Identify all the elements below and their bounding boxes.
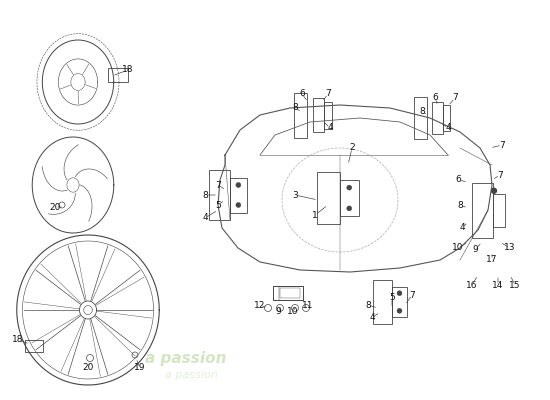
Text: 9: 9 [472,246,478,254]
Text: 18: 18 [12,336,24,344]
Text: 20: 20 [50,202,60,212]
Bar [108,68,128,82]
Circle shape [397,291,402,296]
Text: a passion: a passion [165,370,218,380]
Text: 4: 4 [445,124,451,132]
Text: 8: 8 [457,200,463,210]
Text: 1: 1 [312,210,318,220]
Text: 19: 19 [134,364,146,372]
Text: 4: 4 [459,224,465,232]
Text: 2: 2 [349,144,355,152]
Text: 7: 7 [325,90,331,98]
Text: 7: 7 [499,140,505,150]
Text: 4: 4 [369,314,375,322]
Circle shape [346,185,352,190]
Text: 4: 4 [202,214,208,222]
Text: 5: 5 [215,200,221,210]
Text: 4: 4 [327,124,333,132]
Circle shape [236,202,241,208]
Text: 16: 16 [466,280,478,290]
Circle shape [492,188,497,193]
Circle shape [346,206,352,211]
Text: a passion: a passion [145,350,227,366]
Text: 8: 8 [419,108,425,116]
Text: 15: 15 [509,280,521,290]
Text: 3: 3 [292,190,298,200]
Bar [493,194,504,226]
Text: 7: 7 [409,290,415,300]
Text: 13: 13 [504,244,516,252]
Text: 8: 8 [202,190,208,200]
Circle shape [397,308,402,313]
Text: 18: 18 [122,66,134,74]
Bar [25,340,43,352]
Text: 20: 20 [82,364,94,372]
Text: 5: 5 [389,294,395,302]
Text: 10: 10 [452,244,464,252]
Text: 6: 6 [432,94,438,102]
Text: 10: 10 [287,308,299,316]
Text: 14: 14 [492,280,504,290]
Bar [313,98,324,132]
Bar [324,102,332,128]
Bar [443,105,450,130]
Text: 6: 6 [299,90,305,98]
Text: 8: 8 [292,104,298,112]
Bar [432,102,443,134]
Text: 8: 8 [365,300,371,310]
Bar [414,97,427,139]
Text: 11: 11 [302,300,313,310]
Bar [273,286,303,300]
Bar [472,182,493,238]
Bar [373,280,392,324]
Bar [280,288,300,298]
Bar [209,170,230,220]
Bar [340,180,359,216]
Text: 7: 7 [497,170,503,180]
Bar [317,172,340,224]
Bar [294,92,307,138]
Bar [230,178,247,212]
Text: 9: 9 [275,308,281,316]
Text: 17: 17 [486,256,498,264]
Bar [392,286,408,318]
Text: 12: 12 [254,300,266,310]
Text: 6: 6 [455,176,461,184]
Circle shape [236,182,241,188]
Text: 7: 7 [215,180,221,190]
Text: 7: 7 [452,94,458,102]
